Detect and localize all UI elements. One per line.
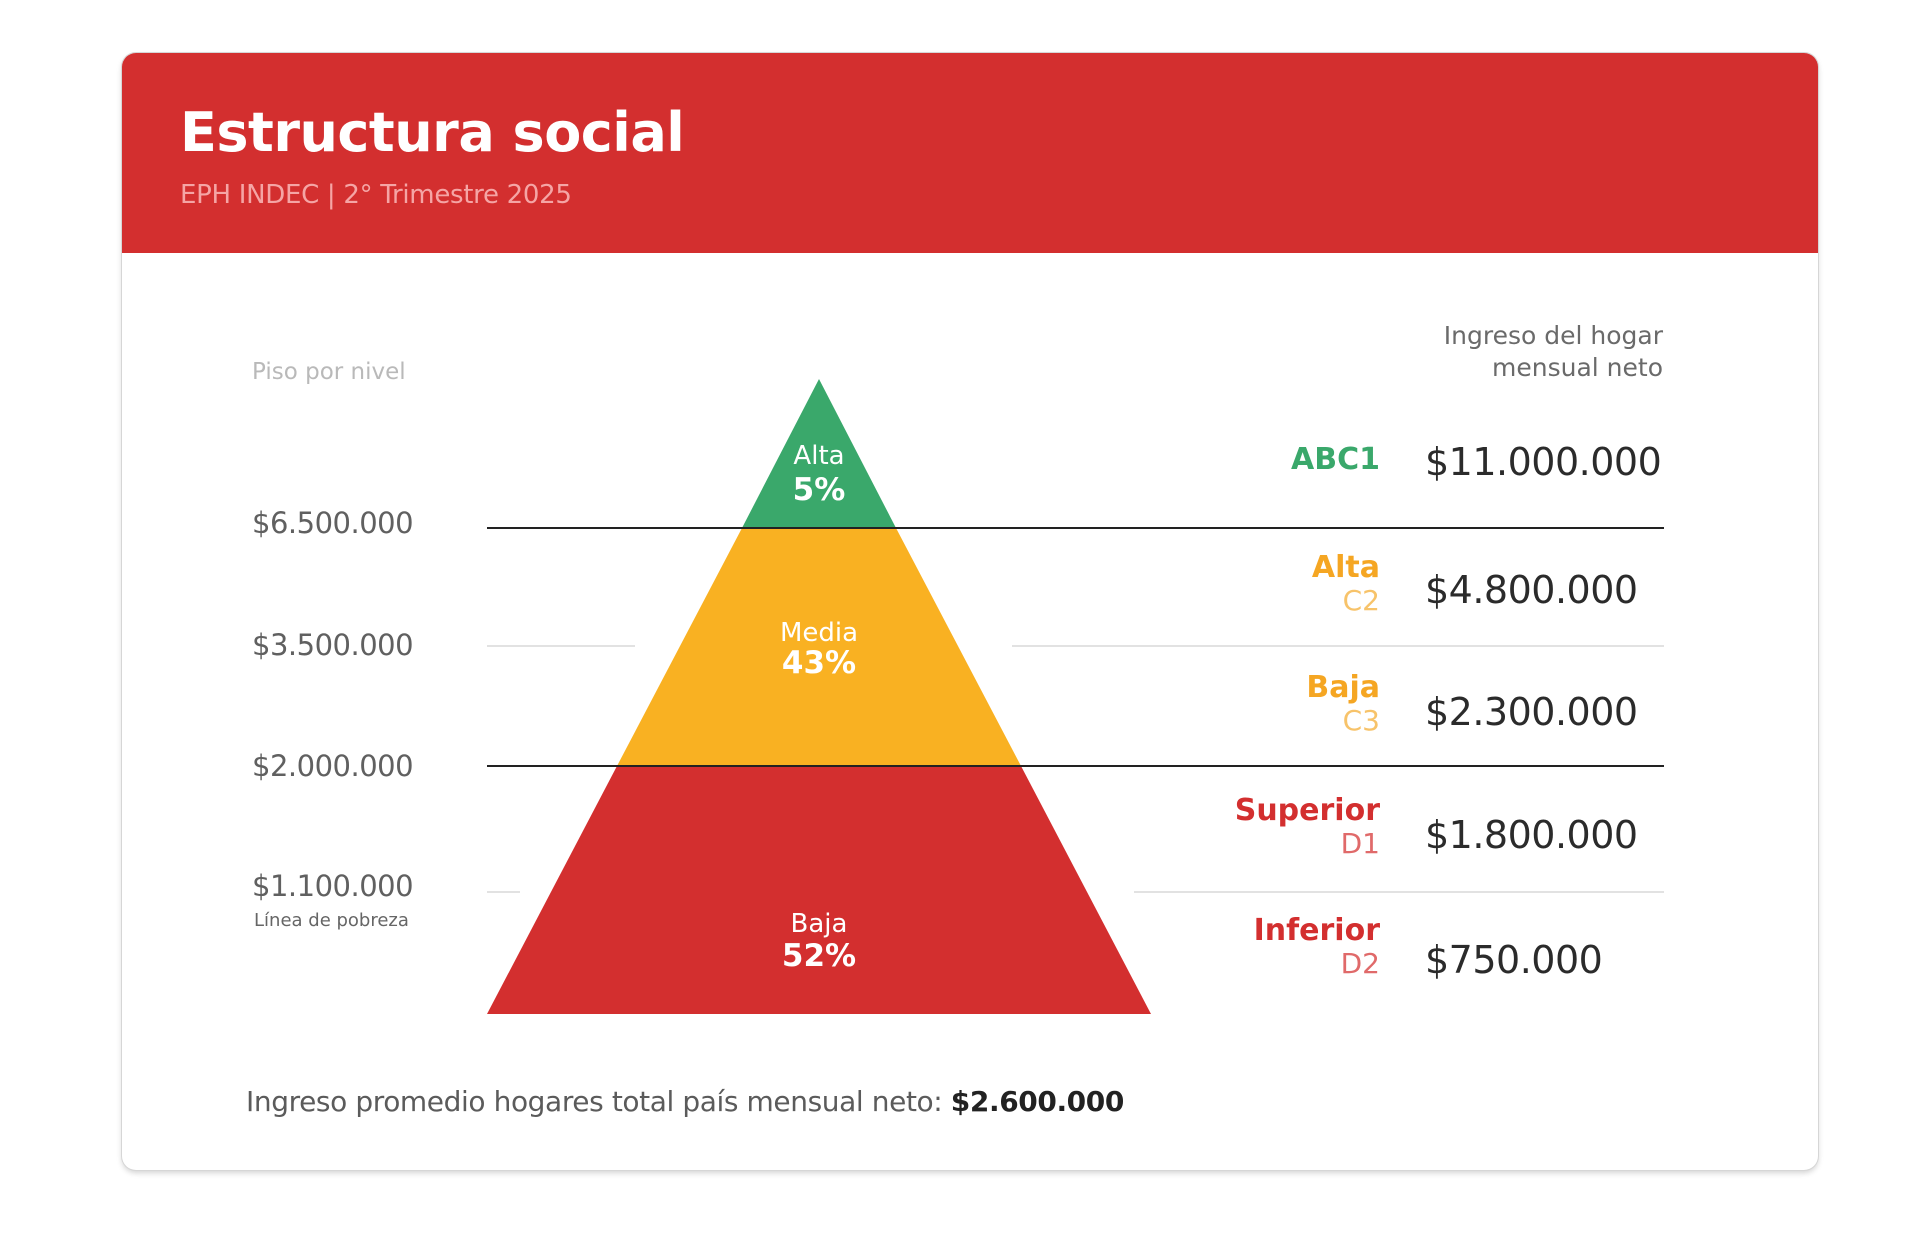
class-code: D1 [1340,827,1380,860]
average-income-label: Ingreso promedio hogares total país mens… [246,1085,951,1118]
tick-label: $1.100.000 [252,869,414,903]
class-code: C2 [1342,584,1380,617]
class-label-alta-c2: Alta C2 [1312,553,1380,615]
segment-name: Media [779,618,859,648]
class-name: Alta [1311,550,1380,585]
average-income-footer: Ingreso promedio hogares total país mens… [246,1085,1124,1118]
segment-pct: 52% [781,938,857,974]
class-name: ABC1 [1291,442,1380,477]
class-name: Inferior [1253,913,1380,948]
class-label-abc1: ABC1 [1291,445,1380,475]
gridline-1100000-left [487,891,520,893]
right-heading-line2: mensual neto [1492,353,1663,382]
segment-pct: 43% [781,645,857,681]
class-code: C3 [1342,704,1380,737]
divider-6500000 [487,527,1664,529]
right-heading-line1: Ingreso del hogar [1443,321,1663,350]
tick-label: $6.500.000 [252,506,414,540]
left-axis-caption: Piso por nivel [252,359,406,385]
class-label-inferior-d2: Inferior D2 [1254,916,1380,978]
pyramid-segment-alta [742,379,896,528]
social-structure-card: Estructura social EPH INDEC | 2° Trimest… [122,53,1818,1170]
gridline-3500000-right [1012,645,1664,647]
segment-pct: 5% [792,472,846,508]
poverty-line-note: Línea de pobreza [254,910,409,931]
class-income: $2.300.000 [1425,690,1638,734]
page-title: Estructura social [180,101,685,164]
average-income-value: $2.600.000 [950,1085,1125,1118]
right-column-heading: Ingreso del hogar mensual neto [1444,320,1663,384]
tick-label: $2.000.000 [252,749,414,783]
pyramid-segment-baja [487,766,1151,1014]
divider-2000000 [487,765,1664,767]
segment-label-baja: Baja 52% [782,911,856,972]
segment-label-alta: Alta 5% [793,443,846,506]
class-income: $1.800.000 [1425,813,1638,857]
class-income: $11.000.000 [1425,440,1662,484]
class-label-superior-d1: Superior D1 [1235,796,1380,858]
class-name: Baja [1306,670,1380,705]
pyramid-segment-media [617,528,1021,766]
class-code: D2 [1340,947,1380,980]
class-label-baja-c3: Baja C3 [1306,673,1380,735]
class-income: $750.000 [1425,938,1603,982]
class-income: $4.800.000 [1425,568,1638,612]
gridline-3500000-left [487,645,635,647]
card-header: Estructura social EPH INDEC | 2° Trimest… [122,53,1818,253]
segment-name: Alta [793,441,845,471]
pyramid-chart [487,379,1151,1014]
segment-label-media: Media 43% [780,620,858,679]
segment-name: Baja [790,909,848,939]
tick-label: $3.500.000 [252,628,414,662]
class-name: Superior [1234,793,1380,828]
gridline-1100000-right [1134,891,1664,893]
page-subtitle: EPH INDEC | 2° Trimestre 2025 [180,180,572,210]
